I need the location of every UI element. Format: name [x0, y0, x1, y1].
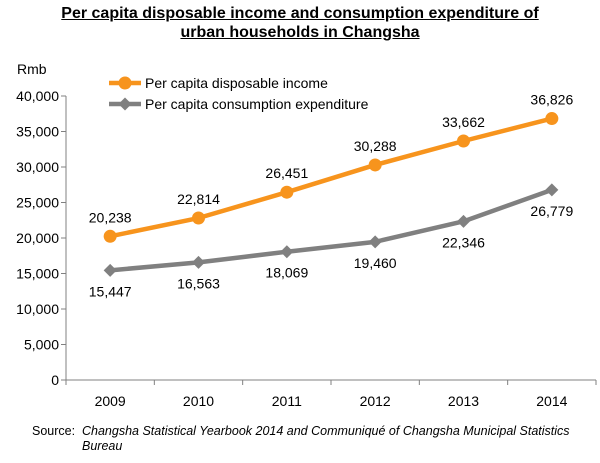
- source-text: Changsha Statistical Yearbook 2014 and C…: [82, 424, 570, 453]
- chart-title: Per capita disposable income and consump…: [0, 4, 600, 42]
- chart-title-line-1: Per capita disposable income and consump…: [61, 5, 539, 22]
- data-point-1: [545, 112, 559, 126]
- data-label-2: 26,779: [530, 203, 573, 219]
- y-tick-label: 25,000: [16, 195, 59, 211]
- source-label: Source:: [32, 424, 76, 438]
- x-tick-label: 2012: [360, 393, 391, 409]
- data-label-1: 36,826: [530, 92, 573, 108]
- data-point-2: [103, 263, 117, 277]
- data-label-1: 22,814: [177, 191, 220, 207]
- data-label-1: 20,238: [89, 209, 132, 225]
- legend-label-1: Per capita disposable income: [145, 75, 328, 91]
- data-point-2: [457, 214, 470, 228]
- y-tick-label: 15,000: [16, 266, 59, 282]
- series-line-2: [107, 187, 555, 273]
- x-tick-label: 2009: [95, 393, 126, 409]
- data-label-2: 15,447: [89, 283, 132, 299]
- y-tick-label: 20,000: [16, 230, 59, 246]
- x-tick-label: 2014: [536, 393, 567, 409]
- data-point-1: [368, 158, 382, 172]
- data-label-1: 26,451: [265, 165, 308, 181]
- data-point-1: [280, 185, 294, 199]
- y-tick-label: 40,000: [16, 88, 59, 104]
- legend-marker-2: [118, 97, 132, 111]
- legend-label-2: Per capita consumption expenditure: [145, 96, 369, 112]
- x-tick-label: 2010: [183, 393, 214, 409]
- data-label-2: 19,460: [354, 255, 397, 271]
- data-point-1: [192, 211, 205, 225]
- y-tick-label: 30,000: [16, 159, 59, 175]
- x-tick-label: 2013: [448, 393, 479, 409]
- chart-title-line-2: urban households in Changsha: [180, 24, 420, 41]
- y-tick-label: 35,000: [16, 124, 59, 140]
- data-point-2: [192, 255, 205, 269]
- data-label-2: 16,563: [177, 275, 220, 291]
- data-point-2: [280, 245, 294, 259]
- data-label-2: 18,069: [265, 265, 308, 281]
- data-label-1: 33,662: [442, 114, 485, 130]
- data-label-2: 22,346: [442, 234, 485, 250]
- data-point-1: [103, 229, 117, 243]
- data-point-2: [545, 183, 559, 197]
- x-tick-label: 2011: [272, 393, 302, 409]
- data-point-1: [457, 134, 470, 148]
- y-tick-label: 0: [51, 372, 59, 388]
- data-label-1: 30,288: [354, 138, 397, 154]
- y-tick-label: 5,000: [24, 337, 59, 353]
- data-point-2: [368, 235, 382, 249]
- series-line-1: [107, 116, 555, 239]
- y-tick-label: 10,000: [16, 301, 59, 317]
- y-axis-label: Rmb: [17, 61, 47, 77]
- legend-marker-1: [118, 76, 132, 90]
